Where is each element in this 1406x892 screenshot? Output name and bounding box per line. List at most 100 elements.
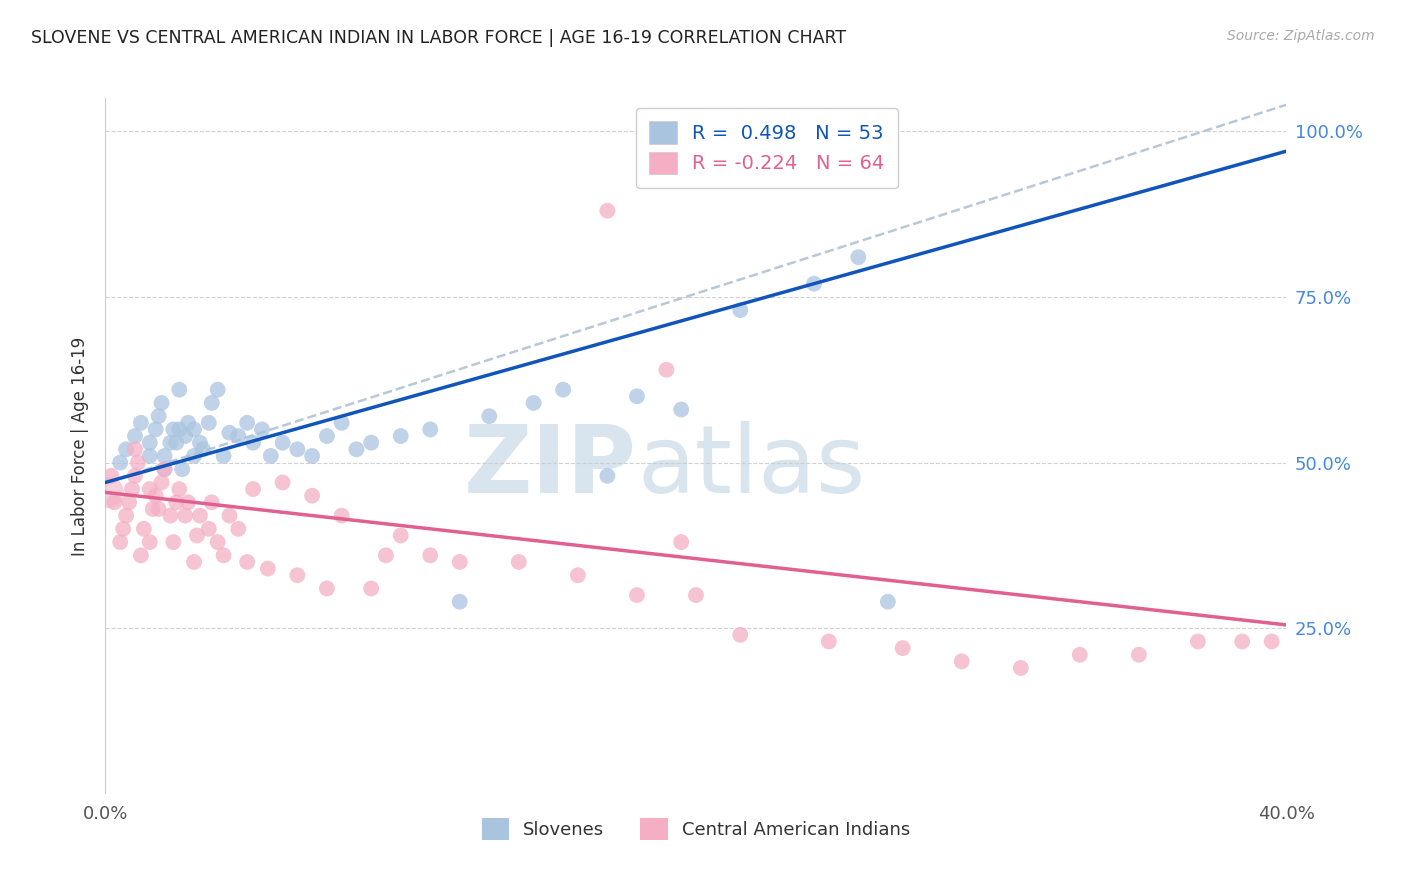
Point <box>228 522 250 536</box>
Point <box>1261 634 1284 648</box>
Point <box>330 416 353 430</box>
Point <box>138 435 162 450</box>
Point <box>301 489 323 503</box>
Point <box>138 535 162 549</box>
Point <box>124 442 146 457</box>
Point <box>124 468 146 483</box>
Point <box>360 582 382 596</box>
Point <box>129 549 152 563</box>
Point <box>877 595 900 609</box>
Point <box>1069 648 1091 662</box>
Point <box>183 422 205 436</box>
Point <box>183 449 205 463</box>
Point <box>242 482 264 496</box>
Point <box>115 508 138 523</box>
Point <box>419 422 441 436</box>
Point <box>218 508 240 523</box>
Point <box>567 568 589 582</box>
Point <box>846 250 869 264</box>
Point <box>685 588 707 602</box>
Point <box>110 456 132 470</box>
Point <box>260 449 283 463</box>
Point <box>360 435 382 450</box>
Text: ZIP: ZIP <box>464 421 637 513</box>
Point <box>145 422 167 436</box>
Text: atlas: atlas <box>637 421 865 513</box>
Point <box>287 442 309 457</box>
Point <box>315 429 337 443</box>
Point <box>145 489 167 503</box>
Point <box>124 429 146 443</box>
Point <box>191 442 214 457</box>
Point <box>138 482 162 496</box>
Point <box>523 396 546 410</box>
Point <box>177 416 200 430</box>
Point <box>596 468 619 483</box>
Point <box>153 462 176 476</box>
Point <box>1010 661 1032 675</box>
Point <box>287 568 309 582</box>
Point <box>389 429 412 443</box>
Point <box>236 416 259 430</box>
Point <box>174 508 197 523</box>
Point <box>148 409 170 424</box>
Point <box>165 495 187 509</box>
Text: Source: ZipAtlas.com: Source: ZipAtlas.com <box>1227 29 1375 43</box>
Point <box>186 528 208 542</box>
Point <box>162 422 184 436</box>
Point <box>671 402 693 417</box>
Point <box>153 462 176 476</box>
Point <box>142 502 165 516</box>
Point <box>1128 648 1150 662</box>
Point <box>419 549 441 563</box>
Point <box>197 416 219 430</box>
Y-axis label: In Labor Force | Age 16-19: In Labor Force | Age 16-19 <box>72 336 90 556</box>
Point <box>188 435 211 450</box>
Point <box>132 522 155 536</box>
Legend: Slovenes, Central American Indians: Slovenes, Central American Indians <box>474 811 918 847</box>
Point <box>236 555 259 569</box>
Point <box>250 422 273 436</box>
Point <box>169 482 191 496</box>
Point <box>671 535 693 549</box>
Point <box>159 508 181 523</box>
Point <box>330 508 353 523</box>
Point <box>626 389 648 403</box>
Point <box>596 203 619 218</box>
Point <box>127 456 149 470</box>
Point <box>478 409 501 424</box>
Point <box>207 535 229 549</box>
Point <box>201 396 224 410</box>
Point <box>150 475 173 490</box>
Point <box>803 277 825 291</box>
Point <box>212 449 235 463</box>
Point <box>818 634 841 648</box>
Point <box>218 425 240 440</box>
Point <box>730 628 752 642</box>
Point <box>449 595 471 609</box>
Point <box>228 429 250 443</box>
Point <box>212 549 235 563</box>
Point <box>197 522 219 536</box>
Point <box>162 535 184 549</box>
Point <box>271 475 294 490</box>
Point <box>150 396 173 410</box>
Point <box>271 435 294 450</box>
Point <box>730 303 752 318</box>
Point <box>301 449 323 463</box>
Point <box>183 555 205 569</box>
Point <box>374 549 398 563</box>
Point <box>118 495 141 509</box>
Text: SLOVENE VS CENTRAL AMERICAN INDIAN IN LABOR FORCE | AGE 16-19 CORRELATION CHART: SLOVENE VS CENTRAL AMERICAN INDIAN IN LA… <box>31 29 846 46</box>
Point <box>174 429 197 443</box>
Point <box>207 383 229 397</box>
Point <box>188 508 211 523</box>
Point <box>449 555 471 569</box>
Point <box>257 561 280 575</box>
Point <box>165 435 187 450</box>
Point <box>169 383 191 397</box>
Point <box>626 588 648 602</box>
Point <box>551 383 574 397</box>
Point <box>242 435 264 450</box>
Point <box>159 435 181 450</box>
